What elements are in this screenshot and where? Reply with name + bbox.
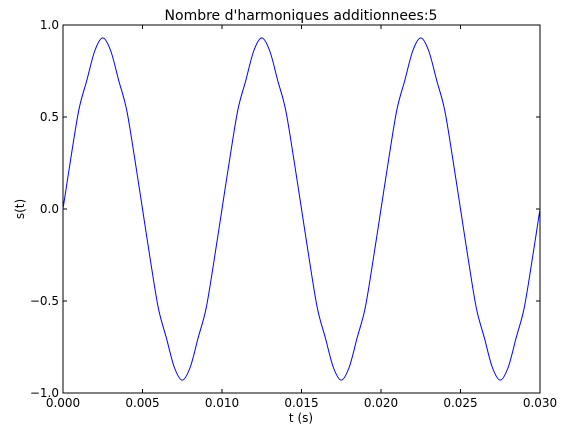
y-tick-label: −0.5: [30, 294, 59, 308]
x-tick-label: 0.030: [523, 396, 557, 410]
y-tick-label: 0.0: [40, 202, 59, 216]
x-tick-label: 0.020: [364, 396, 398, 410]
y-tick-label: 0.5: [40, 110, 59, 124]
x-axis: 0.000 0.005 0.010 0.015 0.020 0.025 0.030: [46, 25, 557, 410]
series-line: [62, 37, 541, 381]
x-tick-label: 0.010: [205, 396, 239, 410]
x-axis-label: t (s): [289, 411, 313, 425]
x-tick-label: 0.025: [443, 396, 477, 410]
x-tick-label: 0.005: [125, 396, 159, 410]
x-tick-label: 0.015: [284, 396, 318, 410]
y-tick-label: 1.0: [40, 18, 59, 32]
x-tick-label: 0.000: [46, 396, 80, 410]
y-axis-label: s(t): [13, 199, 27, 219]
y-tick-label: −1.0: [30, 386, 59, 400]
y-axis: −1.0 −0.5 0.0 0.5 1.0: [30, 18, 540, 400]
chart-title: Nombre d'harmoniques additionnees:5: [165, 8, 438, 24]
